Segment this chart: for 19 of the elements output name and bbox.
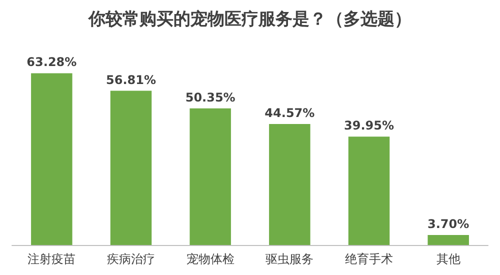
x-tick-label: 其他 [436, 252, 460, 266]
bar [31, 73, 72, 245]
bar [110, 90, 152, 245]
bar [428, 234, 469, 245]
x-tick-label: 绝育手术 [345, 252, 393, 266]
x-tick-label: 驱虫服务 [266, 252, 314, 266]
data-label: 3.70% [428, 216, 470, 231]
data-label: 63.28% [26, 55, 77, 70]
x-tick-label: 疾病治疗 [107, 252, 155, 266]
data-label: 56.81% [106, 72, 156, 87]
bar [269, 124, 310, 245]
chart-title: 你较常购买的宠物医疗服务是？（多选题） [88, 10, 412, 30]
bar [190, 108, 231, 245]
data-label: 44.57% [264, 106, 315, 120]
x-tick-label: 宠物体检 [186, 252, 234, 266]
data-label: 39.95% [344, 118, 394, 133]
bar [348, 136, 390, 245]
data-label: 50.35% [185, 90, 236, 104]
x-tick-label: 注射疫苗 [28, 252, 76, 266]
